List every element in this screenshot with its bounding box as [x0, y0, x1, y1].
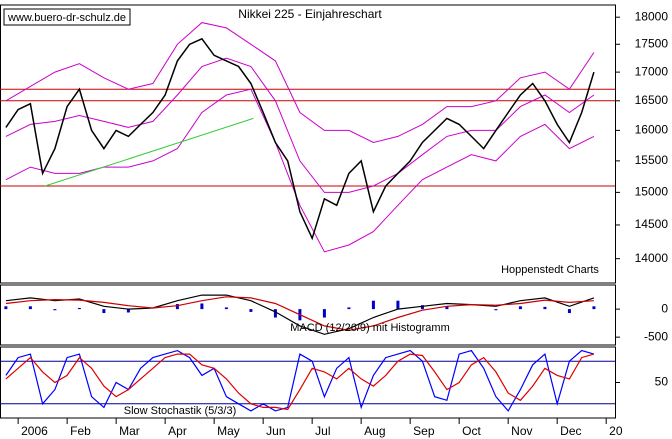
histogram-bar: [200, 303, 204, 310]
panel-frame: [0, 284, 616, 346]
macd-line: [5, 296, 594, 332]
bollinger-band: [5, 22, 595, 144]
histogram-bar: [567, 309, 571, 314]
histogram-bar: [126, 309, 130, 313]
annotation: Hoppenstedt Charts: [501, 264, 599, 276]
x-tick-label: Jun: [266, 424, 285, 438]
y-tick-label: 15500: [635, 153, 669, 167]
x-tick-label: Mar: [119, 424, 140, 438]
x-tick-label: Sep: [413, 424, 435, 438]
y-tick-label: 14500: [635, 217, 669, 231]
histogram-bar: [543, 306, 547, 310]
histogram-bar: [396, 300, 400, 310]
x-tick-label: 20: [609, 424, 623, 438]
annotation: Slow Stochastik (5/3/3): [124, 405, 237, 417]
histogram-bar: [4, 306, 8, 310]
y-tick-label: 15000: [635, 185, 669, 199]
x-tick-label: 2006: [21, 424, 48, 438]
histogram-bar: [592, 306, 596, 310]
series-line: [5, 353, 595, 411]
x-tick-label: Nov: [511, 424, 532, 438]
x-tick-label: Oct: [462, 424, 481, 438]
source-box: [3, 8, 131, 26]
y-tick-label: 17000: [635, 64, 669, 78]
source: www.buero-dr-schulz.de: [7, 12, 126, 24]
histogram-bar: [445, 306, 449, 310]
chart-title: Nikkei 225 - Einjahreschart: [238, 7, 382, 21]
histogram-bar: [273, 309, 277, 318]
histogram-bar: [420, 305, 424, 310]
histogram-bar: [175, 304, 179, 310]
x-tick-label: Jul: [315, 424, 330, 438]
y-tick-label: 18000: [635, 9, 669, 23]
x-tick-label: Aug: [364, 424, 385, 438]
series-line: [5, 37, 595, 241]
y-tick-label: -500: [644, 329, 668, 343]
y-tick-label: 17500: [635, 36, 669, 50]
histogram-bar: [102, 309, 106, 314]
histogram-bar: [77, 307, 81, 310]
histogram-bar: [224, 307, 228, 310]
y-tick-label: 16000: [635, 123, 669, 137]
panel-frame: [0, 4, 616, 284]
y-tick-label: 0: [661, 301, 668, 315]
trend-line: [44, 117, 254, 187]
x-tick-label: Apr: [168, 424, 187, 438]
x-tick-label: May: [217, 424, 240, 438]
histogram-bar: [347, 307, 351, 310]
histogram-bar: [28, 306, 32, 310]
y-tick-label: 50: [655, 375, 669, 389]
histogram-bar: [53, 309, 57, 311]
x-tick-label: Feb: [70, 424, 91, 438]
histogram-bar: [494, 309, 498, 311]
histogram-bar: [518, 306, 522, 310]
macd-line: [5, 294, 595, 335]
histogram-bar: [371, 300, 375, 310]
histogram-bar: [249, 309, 253, 312]
y-tick-label: 14000: [635, 251, 669, 265]
series-line: [5, 349, 595, 412]
x-tick-label: Dec: [560, 424, 581, 438]
annotation: MACD (12/26/9) mit Histogramm: [290, 322, 450, 334]
y-tick-label: 16500: [635, 93, 669, 107]
histogram-bar: [322, 309, 326, 318]
